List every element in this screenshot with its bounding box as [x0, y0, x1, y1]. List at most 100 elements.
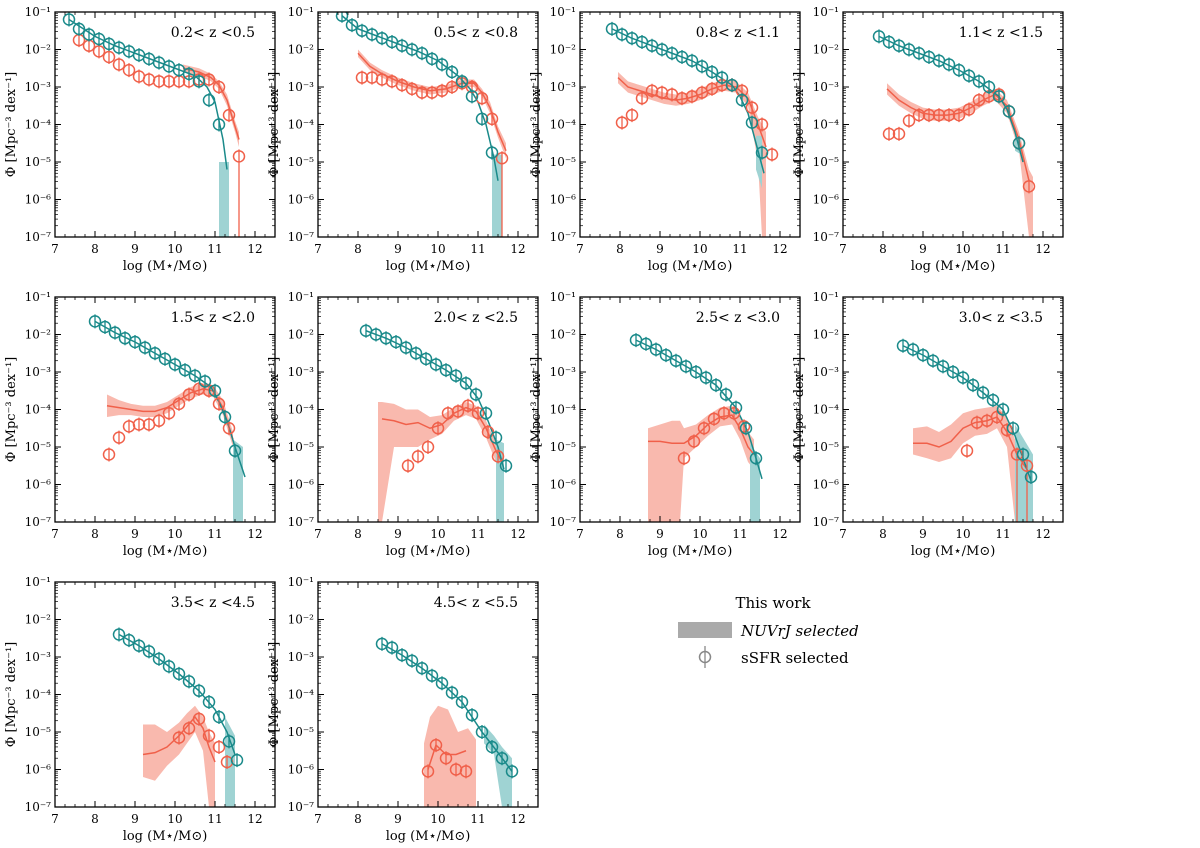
star-forming-ssfr-point-marker: [148, 347, 162, 360]
star-forming-tail-band: [225, 717, 235, 807]
star-forming-ssfr-point-marker: [72, 22, 86, 36]
x-tick-label: 9: [394, 812, 402, 826]
star-forming-ssfr-point-marker: [966, 378, 980, 392]
star-forming-ssfr-point-marker: [445, 65, 459, 79]
star-forming-ssfr-point-marker: [455, 695, 469, 709]
y-tick-label: 10⁻⁶: [25, 478, 52, 492]
y-axis-label: Φ [Mpc⁻³ dex⁻¹]: [529, 72, 544, 177]
star-forming-ssfr-point-marker: [475, 725, 489, 739]
star-forming-line: [68, 18, 228, 170]
star-forming-ssfr-point-marker: [489, 431, 503, 444]
redshift-label: 2.5< z <3.0: [696, 310, 780, 326]
y-tick-label: 10⁻¹: [25, 575, 51, 589]
redshift-label: 3.5< z <4.5: [171, 595, 255, 611]
y-tick-label: 10⁻⁷: [288, 515, 315, 529]
star-forming-ssfr-point-marker: [168, 358, 182, 371]
y-tick-label: 10⁻¹: [288, 5, 314, 19]
panel-frame: [54, 581, 276, 808]
quiescent-ssfr-point-marker: [461, 399, 475, 412]
x-tick-label: 8: [616, 527, 624, 541]
quiescent-ssfr-point-marker: [912, 108, 926, 122]
y-tick-label: 10⁻⁶: [25, 763, 52, 777]
star-forming-ssfr-point-marker: [936, 360, 950, 373]
y-tick-label: 10⁻⁴: [25, 403, 52, 417]
star-forming-ssfr-point-marker: [1012, 137, 1026, 150]
x-axis-label: log (M⋆/M⊙): [911, 259, 996, 274]
y-tick-label: 10⁻²: [288, 43, 315, 57]
redshift-label: 0.8< z <1.1: [696, 25, 780, 41]
x-tick-label: 11: [470, 812, 485, 826]
star-forming-ssfr-point-marker: [212, 118, 226, 131]
star-forming-ssfr-point-marker: [218, 410, 232, 424]
y-tick-label: 10⁻²: [813, 328, 840, 342]
x-tick-label: 9: [394, 527, 402, 541]
x-tick-label: 10: [167, 812, 182, 826]
y-tick-label: 10⁻³: [25, 365, 52, 379]
x-axis-label: log (M⋆/M⊙): [648, 544, 733, 559]
quiescent-ssfr-point-marker: [431, 422, 445, 435]
y-tick-label: 10⁻²: [25, 43, 52, 57]
quiescent-ssfr-point-marker: [932, 108, 946, 122]
panel-3: 7 8 9 10 11 12 10⁻⁷ 10⁻⁶ 10⁻⁵ 10⁻⁴ 10⁻³ 10⁻² 10⁻¹ log…: [529, 5, 801, 274]
star-forming-ssfr-point-marker: [992, 90, 1006, 103]
x-tick-label: 9: [131, 527, 139, 541]
star-forming-ssfr-point-marker: [192, 684, 206, 697]
y-tick-label: 10⁻⁴: [550, 403, 577, 417]
star-forming-ssfr-point-marker: [659, 348, 673, 362]
star-forming-ssfr-point-marker: [639, 337, 653, 351]
y-tick-label: 10⁻⁷: [813, 515, 840, 529]
y-axis-label: Φ [Mpc⁻³ dex⁻¹]: [4, 642, 19, 747]
quiescent-ssfr-point-marker: [222, 108, 236, 122]
y-tick-label: 10⁻⁴: [813, 403, 840, 417]
quiescent-ssfr-point-marker: [882, 127, 896, 141]
star-forming-ssfr-point-marker: [108, 326, 122, 339]
x-tick-label: 10: [430, 812, 445, 826]
panel-1: 7 8 9 10 11 12 10⁻⁷ 10⁻⁶ 10⁻⁵ 10⁻⁴ 10⁻³ 10⁻² 10⁻¹ log…: [4, 5, 276, 274]
quiescent-ssfr-point-marker: [421, 765, 435, 778]
star-forming-ssfr-point-marker: [1002, 105, 1016, 118]
star-forming-ssfr-point-marker: [479, 407, 493, 420]
star-forming-ssfr-point-marker: [202, 93, 216, 107]
x-tick-label: 11: [207, 812, 222, 826]
star-forming-ssfr-point-marker: [465, 90, 479, 103]
star-forming-ssfr-point-marker: [445, 686, 459, 699]
quiescent-ssfr-point-marker: [212, 397, 226, 411]
plot-area: [375, 636, 519, 807]
y-tick-label: 10⁻³: [813, 80, 840, 94]
y-tick-label: 10⁻³: [288, 650, 315, 664]
star-forming-ssfr-point-marker: [455, 75, 469, 88]
x-tick-label: 10: [167, 527, 182, 541]
x-tick-label: 8: [91, 242, 99, 256]
y-tick-label: 10⁻⁴: [288, 118, 315, 132]
x-tick-label: 10: [692, 242, 707, 256]
star-forming-ssfr-point-marker: [439, 363, 453, 377]
y-axis-label: Φ [Mpc⁻³ dex⁻¹]: [267, 642, 282, 747]
quiescent-ssfr-point-marker: [212, 80, 226, 94]
quiescent-ssfr-point-marker: [635, 92, 649, 105]
y-tick-label: 10⁻⁵: [288, 155, 315, 169]
star-forming-ssfr-point-marker: [649, 343, 663, 356]
panel-10: 7 8 9 10 11 12 10⁻⁷ 10⁻⁶ 10⁻⁵ 10⁻⁴ 10⁻³ 10⁻² 10⁻¹ log…: [267, 575, 539, 844]
quiescent-ssfr-point-marker: [1020, 459, 1034, 472]
x-tick-label: 8: [354, 527, 362, 541]
panel-7: 7 8 9 10 11 12 10⁻⁷ 10⁻⁶ 10⁻⁵ 10⁻⁴ 10⁻³ 10⁻² 10⁻¹ log…: [529, 290, 801, 559]
quiescent-ssfr-point-marker: [152, 414, 166, 427]
star-forming-ssfr-point-marker: [459, 377, 473, 390]
y-tick-label: 10⁻⁶: [550, 193, 577, 207]
star-forming-ssfr-point-marker: [419, 352, 433, 366]
quiescent-ssfr-point-marker: [451, 405, 465, 418]
y-tick-label: 10⁻⁴: [288, 688, 315, 702]
x-tick-label: 11: [470, 242, 485, 256]
quiescent-ssfr-point-marker: [727, 407, 741, 420]
star-forming-ssfr-point-marker: [415, 47, 429, 60]
x-tick-label: 12: [247, 527, 262, 541]
star-forming-ssfr-point-marker: [986, 393, 1000, 407]
legend-title: This work: [735, 594, 811, 612]
legend: This work NUVrJ selected sSFR selected: [678, 594, 859, 668]
quiescent-nuvrj-line: [913, 416, 1028, 470]
quiescent-ssfr-point-marker: [112, 58, 126, 71]
quiescent-ssfr-point-marker: [942, 108, 956, 122]
star-forming-ssfr-point-marker: [409, 347, 423, 360]
star-forming-ssfr-point-marker: [745, 116, 759, 129]
quiescent-ssfr-point-marker: [952, 108, 966, 122]
